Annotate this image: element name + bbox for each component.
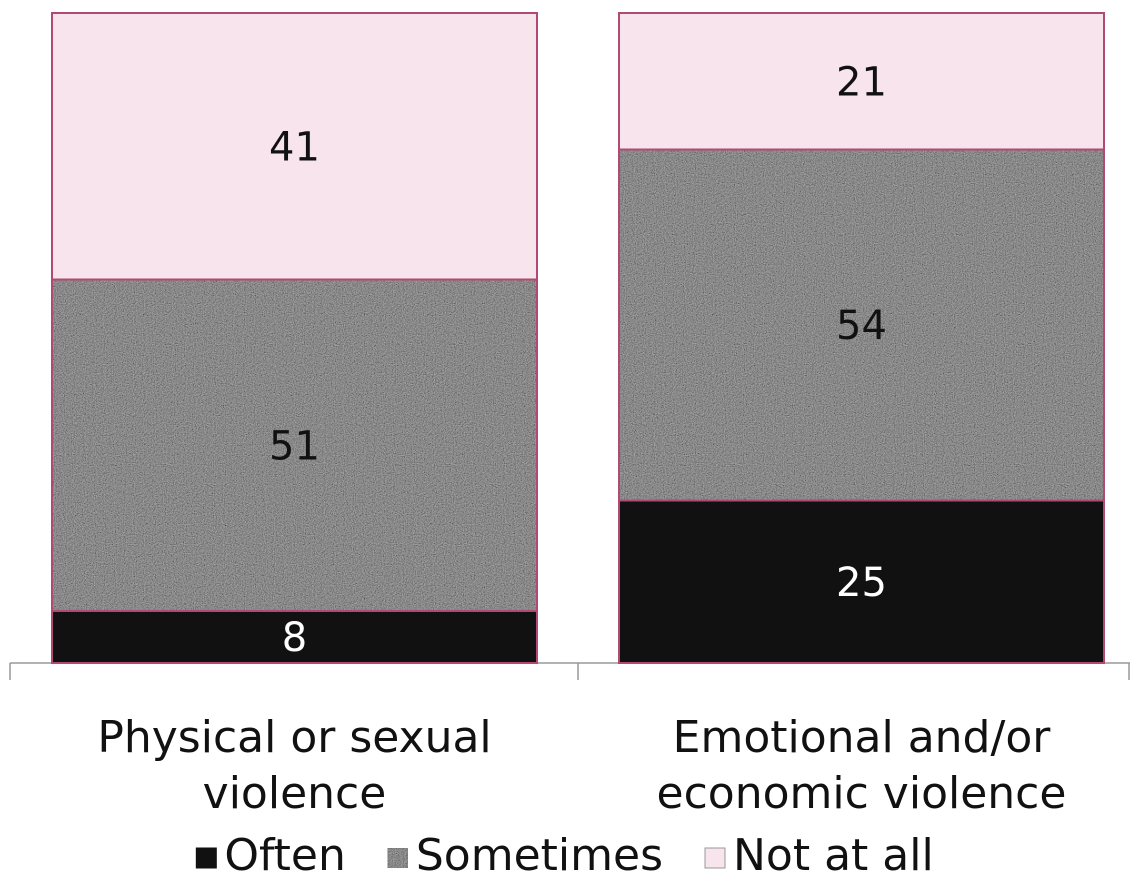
data-label: 21 [836, 59, 887, 105]
data-label: 8 [282, 615, 307, 661]
bar-segment [51, 12, 538, 281]
legend-label: Sometimes [416, 830, 663, 879]
legend-label: Often [224, 830, 346, 879]
data-label: 51 [269, 423, 320, 469]
data-label: 54 [836, 303, 887, 349]
data-label: 41 [269, 124, 320, 170]
legend-label: Not at all [733, 830, 934, 879]
x-tick-label: Emotional and/or economic violence [656, 712, 1067, 819]
x-tick-label: Physical or sexual violence [97, 712, 492, 819]
legend-swatch [195, 847, 217, 869]
legend-swatch [387, 847, 409, 869]
bar-segment [51, 610, 538, 664]
bar-segment [51, 278, 538, 612]
bar-segment [618, 12, 1105, 151]
data-label: 25 [836, 560, 887, 606]
legend-swatch [704, 847, 726, 869]
bar-segment [618, 499, 1105, 664]
